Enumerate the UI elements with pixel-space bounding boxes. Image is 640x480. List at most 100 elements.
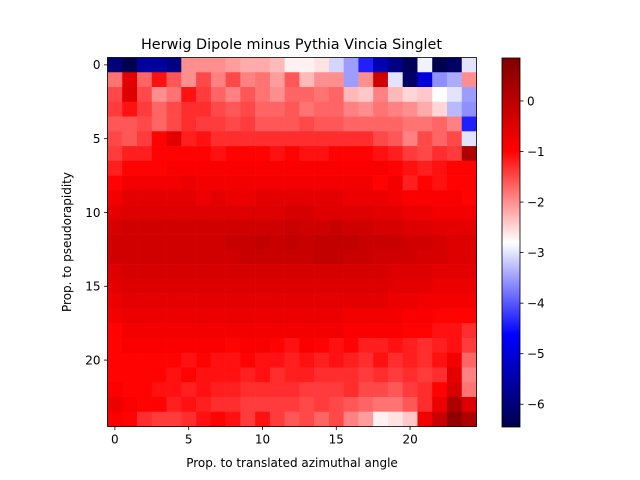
heatmap-cell xyxy=(255,101,271,117)
colorbar-tick-label: −5 xyxy=(527,347,545,361)
heatmap-cell xyxy=(432,146,448,162)
heatmap-cell xyxy=(417,146,433,162)
heatmap-cell xyxy=(387,160,403,176)
heatmap-cell xyxy=(461,146,477,162)
heatmap-cell xyxy=(255,367,271,383)
heatmap-cell xyxy=(358,249,374,265)
heatmap-cell xyxy=(210,278,226,294)
heatmap-cell xyxy=(255,323,271,339)
heatmap-cell xyxy=(284,367,300,383)
heatmap-cell xyxy=(373,411,389,427)
heatmap-cell xyxy=(107,116,123,132)
heatmap-cell xyxy=(137,146,153,162)
heatmap-cell xyxy=(240,293,256,309)
heatmap-cell xyxy=(166,411,182,427)
heatmap-cell xyxy=(417,101,433,117)
heatmap-cell xyxy=(343,411,359,427)
heatmap-cell xyxy=(314,72,330,88)
heatmap-cell xyxy=(387,175,403,191)
heatmap-cell xyxy=(358,293,374,309)
heatmap-cell xyxy=(225,396,241,413)
heatmap-cell xyxy=(358,367,374,383)
heatmap-cell xyxy=(210,175,226,191)
heatmap-cell xyxy=(343,249,359,265)
heatmap-cell xyxy=(299,57,315,73)
heatmap-cell xyxy=(166,337,182,353)
heatmap-cell xyxy=(314,175,330,191)
heatmap-cell xyxy=(328,131,344,147)
heatmap-cell xyxy=(181,293,197,309)
heatmap-cell xyxy=(314,160,330,176)
heatmap-cell xyxy=(107,146,123,162)
heatmap-cell xyxy=(240,352,256,368)
heatmap-cell xyxy=(269,219,285,235)
heatmap-cell xyxy=(196,396,212,413)
heatmap-cell xyxy=(358,72,374,88)
heatmap-cell xyxy=(417,396,433,413)
heatmap-cell xyxy=(151,308,167,324)
heatmap-cell xyxy=(314,411,330,427)
heatmap-cell xyxy=(358,234,374,250)
heatmap-cell xyxy=(240,396,256,413)
heatmap-cell xyxy=(240,57,256,73)
heatmap-cell xyxy=(373,278,389,294)
heatmap-cell xyxy=(343,382,359,398)
heatmap-cell xyxy=(196,337,212,353)
heatmap-cell xyxy=(166,396,182,413)
heatmap-cell xyxy=(107,234,123,250)
heatmap-cell xyxy=(122,87,138,103)
heatmap-cell xyxy=(210,382,226,398)
heatmap-cell xyxy=(196,72,212,88)
heatmap-cell xyxy=(210,293,226,309)
heatmap-cell xyxy=(181,337,197,353)
heatmap-cell xyxy=(432,131,448,147)
heatmap-cell xyxy=(461,190,477,206)
heatmap-cell xyxy=(225,234,241,250)
heatmap-cell xyxy=(151,146,167,162)
heatmap-cell xyxy=(107,367,123,383)
heatmap-cell xyxy=(387,87,403,103)
heatmap-cell xyxy=(387,72,403,88)
heatmap-cell xyxy=(432,293,448,309)
heatmap-cell xyxy=(137,87,153,103)
heatmap-cell xyxy=(284,219,300,235)
heatmap-cell xyxy=(402,57,418,73)
heatmap-cell xyxy=(107,396,123,413)
heatmap-cell xyxy=(269,116,285,132)
colorbar-tick-label: −6 xyxy=(527,398,545,412)
heatmap-cell xyxy=(269,396,285,413)
heatmap-cell xyxy=(343,101,359,117)
heatmap-cell xyxy=(328,249,344,265)
heatmap-cell xyxy=(328,352,344,368)
heatmap-cell xyxy=(461,160,477,176)
heatmap-cell xyxy=(299,205,315,221)
heatmap-cell xyxy=(122,396,138,413)
heatmap-cell xyxy=(122,323,138,339)
heatmap-cell xyxy=(284,264,300,280)
heatmap-cell xyxy=(240,308,256,324)
heatmap-cell xyxy=(240,382,256,398)
heatmap-cell xyxy=(299,396,315,413)
heatmap-cell xyxy=(432,323,448,339)
heatmap-cell xyxy=(107,160,123,176)
heatmap-cell xyxy=(137,337,153,353)
heatmap-cell xyxy=(299,219,315,235)
heatmap-cell xyxy=(299,146,315,162)
heatmap-cell xyxy=(122,72,138,88)
heatmap-cell xyxy=(181,411,197,427)
heatmap-cell xyxy=(417,352,433,368)
heatmap-cell xyxy=(402,352,418,368)
heatmap-cell xyxy=(122,293,138,309)
heatmap-cell xyxy=(358,175,374,191)
heatmap-cell xyxy=(299,175,315,191)
heatmap-cell xyxy=(446,396,463,413)
heatmap-cell xyxy=(373,249,389,265)
heatmap-cell xyxy=(446,249,463,265)
heatmap-cell xyxy=(269,337,285,353)
heatmap-cell xyxy=(358,411,374,427)
heatmap-cell xyxy=(210,411,226,427)
heatmap-cell xyxy=(358,396,374,413)
heatmap-cell xyxy=(166,278,182,294)
heatmap-cell xyxy=(255,352,271,368)
heatmap-cell xyxy=(122,205,138,221)
